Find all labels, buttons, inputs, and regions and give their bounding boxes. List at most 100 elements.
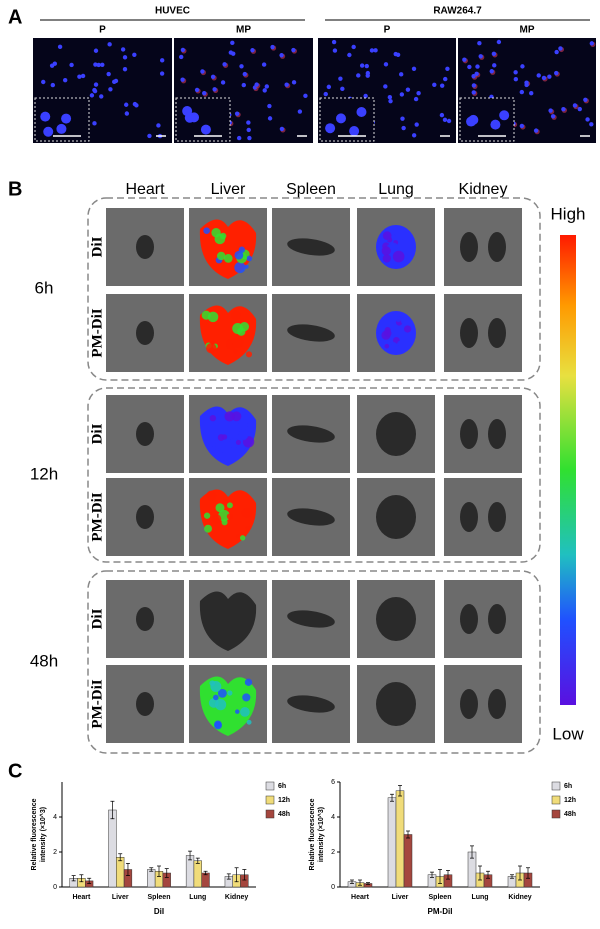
cell-nucleus: [489, 69, 494, 74]
cell-nucleus: [471, 90, 476, 95]
heat-spot: [226, 513, 234, 520]
organ-image: [444, 478, 522, 556]
cell-nucleus: [475, 64, 480, 69]
heat-spot: [221, 434, 228, 440]
cell-nucleus: [80, 73, 86, 79]
legend-swatch: [265, 795, 275, 805]
row-label: DiI: [89, 423, 105, 444]
cell-nucleus: [92, 87, 97, 93]
x-tick-label: Lung: [189, 894, 206, 901]
cell-nucleus: [323, 91, 328, 97]
cell-nucleus: [261, 62, 267, 67]
cell-nucleus: [262, 88, 267, 93]
heat-spot: [211, 514, 222, 524]
cell-nucleus: [411, 66, 417, 72]
cell-nucleus: [267, 116, 273, 121]
cell-nucleus: [577, 106, 582, 112]
cell-nucleus: [291, 80, 297, 85]
cell-nucleus: [156, 123, 161, 128]
inset-cell: [56, 123, 67, 134]
cell-nucleus: [572, 103, 578, 108]
cell-nucleus: [132, 101, 138, 107]
heat-spot: [213, 448, 223, 458]
legend-label: 6h: [564, 783, 572, 790]
cell-nucleus: [124, 111, 130, 116]
heat-spot: [245, 351, 253, 358]
cell-nucleus: [442, 117, 448, 123]
legend-label: 48h: [278, 811, 290, 818]
inset-cell: [189, 112, 200, 123]
cell-nucleus: [439, 112, 445, 118]
cell-nucleus: [519, 123, 525, 129]
cell-nucleus: [356, 73, 361, 78]
heat-spot: [242, 693, 251, 702]
cell-nucleus: [492, 63, 497, 68]
error-bar: [157, 865, 161, 877]
heat-spot: [384, 343, 390, 349]
cell-nucleus: [364, 63, 369, 69]
cell-nucleus: [279, 126, 285, 132]
cell-nucleus: [338, 76, 343, 81]
error-bar: [350, 879, 354, 884]
cell-nucleus: [536, 73, 541, 78]
error-bar: [470, 845, 474, 859]
inset-cell: [182, 106, 193, 117]
group-box: [87, 197, 541, 381]
cell-nucleus: [107, 42, 112, 47]
error-bar: [486, 870, 490, 879]
y-axis-label: intensity (×10^3): [317, 807, 325, 862]
organ-image: [444, 580, 522, 658]
legend-label: 48h: [564, 811, 576, 818]
inset-cell: [61, 113, 72, 124]
cell-nucleus: [387, 95, 393, 100]
cell-nucleus: [202, 90, 207, 96]
error-bar: [195, 857, 200, 864]
bar: [395, 790, 405, 888]
y-axis-label: intensity (×10^3): [39, 807, 47, 862]
y-tick-label: 6: [331, 779, 335, 786]
heat-spot: [214, 698, 227, 711]
error-bar: [242, 869, 247, 881]
group-title: RAW264.7: [433, 6, 482, 17]
heat-spot: [212, 443, 217, 448]
panel-label: A: [8, 6, 22, 28]
cell-nucleus: [533, 128, 539, 133]
legend-swatch: [551, 795, 561, 805]
x-tick-label: Spleen: [148, 894, 171, 901]
cell-nucleus: [351, 44, 356, 50]
inset-cell: [349, 126, 360, 137]
organ: [376, 682, 416, 726]
inset-cell: [43, 126, 54, 137]
bar: [403, 834, 413, 888]
cell-nucleus: [432, 82, 437, 87]
error-bar: [390, 793, 394, 802]
cell-nucleus: [124, 102, 129, 107]
error-bar: [526, 867, 530, 879]
cell-nucleus: [340, 86, 345, 92]
bar: [193, 860, 202, 888]
organ: [460, 318, 478, 348]
heat-spot: [203, 227, 210, 235]
organ: [488, 502, 506, 532]
cell-nucleus: [108, 87, 113, 92]
cell-nucleus: [267, 103, 272, 109]
heat-spot: [238, 420, 248, 430]
inset: [175, 97, 231, 142]
error-bar: [358, 879, 362, 886]
x-tick-label: Liver: [112, 894, 129, 901]
organ: [488, 689, 506, 719]
y-tick-label: 4: [53, 814, 57, 821]
error-bar: [518, 865, 522, 881]
cell-nucleus: [92, 121, 97, 126]
cell-nucleus: [519, 89, 525, 95]
colorbar-low: Low: [552, 724, 584, 743]
group-title: HUVEC: [155, 6, 190, 17]
cell-nucleus: [583, 97, 588, 102]
cell-nucleus: [303, 93, 308, 99]
cell-nucleus: [77, 74, 82, 79]
heat-spot: [231, 336, 244, 348]
cell-nucleus: [496, 39, 502, 45]
organ: [376, 597, 416, 641]
heat-spot: [244, 678, 253, 687]
organ: [460, 689, 478, 719]
